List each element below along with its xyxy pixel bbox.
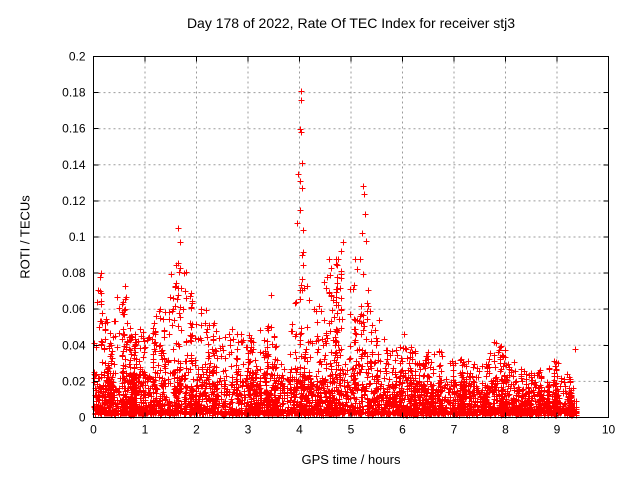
x-axis-label: GPS time / hours bbox=[301, 452, 401, 467]
y-tick-label: 0.04 bbox=[62, 338, 86, 352]
x-tick-label: 4 bbox=[296, 423, 303, 437]
scatter-points bbox=[91, 88, 580, 419]
y-tick-label: 0.02 bbox=[62, 374, 86, 388]
x-tick-label: 0 bbox=[90, 423, 97, 437]
y-tick-label: 0.12 bbox=[62, 194, 86, 208]
y-tick-label: 0 bbox=[79, 411, 86, 425]
x-tick-label: 3 bbox=[245, 423, 252, 437]
x-tick-label: 6 bbox=[399, 423, 406, 437]
x-tick-label: 1 bbox=[142, 423, 149, 437]
y-tick-label: 0.14 bbox=[62, 158, 86, 172]
x-tick-label: 8 bbox=[502, 423, 509, 437]
y-tick-label: 0.2 bbox=[69, 50, 86, 64]
x-tick-label: 7 bbox=[451, 423, 458, 437]
x-tick-label: 5 bbox=[348, 423, 355, 437]
x-tick-label: 10 bbox=[602, 423, 616, 437]
y-tick-label: 0.16 bbox=[62, 122, 86, 136]
y-tick-label: 0.08 bbox=[62, 266, 86, 280]
chart-title: Day 178 of 2022, Rate Of TEC Index for r… bbox=[186, 15, 516, 31]
x-tick-label: 9 bbox=[554, 423, 561, 437]
x-tick-label: 2 bbox=[193, 423, 200, 437]
y-tick-label: 0.18 bbox=[62, 86, 86, 100]
y-tick-label: 0.1 bbox=[69, 230, 86, 244]
y-tick-label: 0.06 bbox=[62, 302, 86, 316]
